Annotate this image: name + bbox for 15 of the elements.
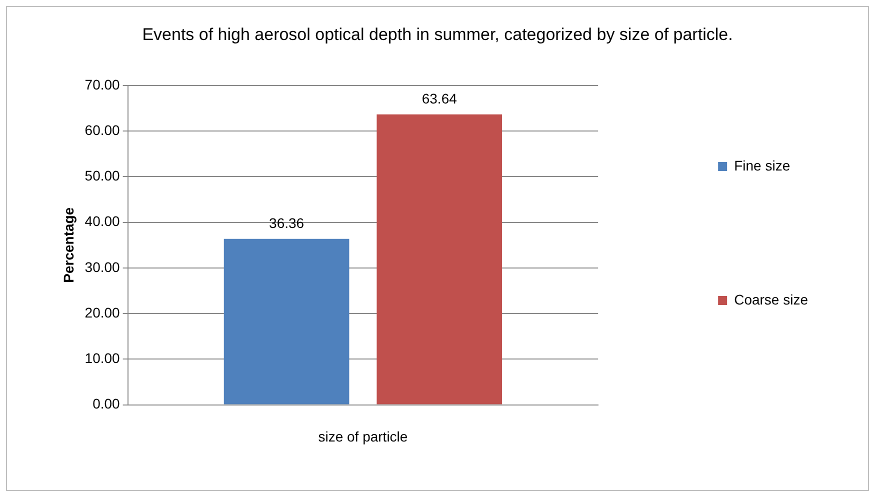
y-axis-title: Percentage bbox=[60, 207, 76, 283]
chart-title: Events of high aerosol optical depth in summer, categorized by size of particle. bbox=[142, 24, 733, 44]
y-tick-label: 40.00 bbox=[84, 213, 120, 230]
data-label: 36.36 bbox=[269, 214, 304, 231]
legend-label: Coarse size bbox=[734, 291, 808, 308]
y-tick-label: 70.00 bbox=[84, 76, 120, 92]
y-tick-label: 20.00 bbox=[84, 304, 120, 320]
legend-label: Fine size bbox=[734, 157, 790, 174]
x-axis-title: size of particle bbox=[318, 428, 408, 444]
y-tick-label: 0.00 bbox=[92, 396, 120, 412]
y-tick-label: 30.00 bbox=[84, 258, 120, 275]
y-tick-label: 50.00 bbox=[84, 168, 120, 184]
y-tick-label: 60.00 bbox=[84, 122, 120, 138]
y-tick-label: 10.00 bbox=[84, 350, 120, 366]
data-label: 63.64 bbox=[422, 90, 458, 106]
